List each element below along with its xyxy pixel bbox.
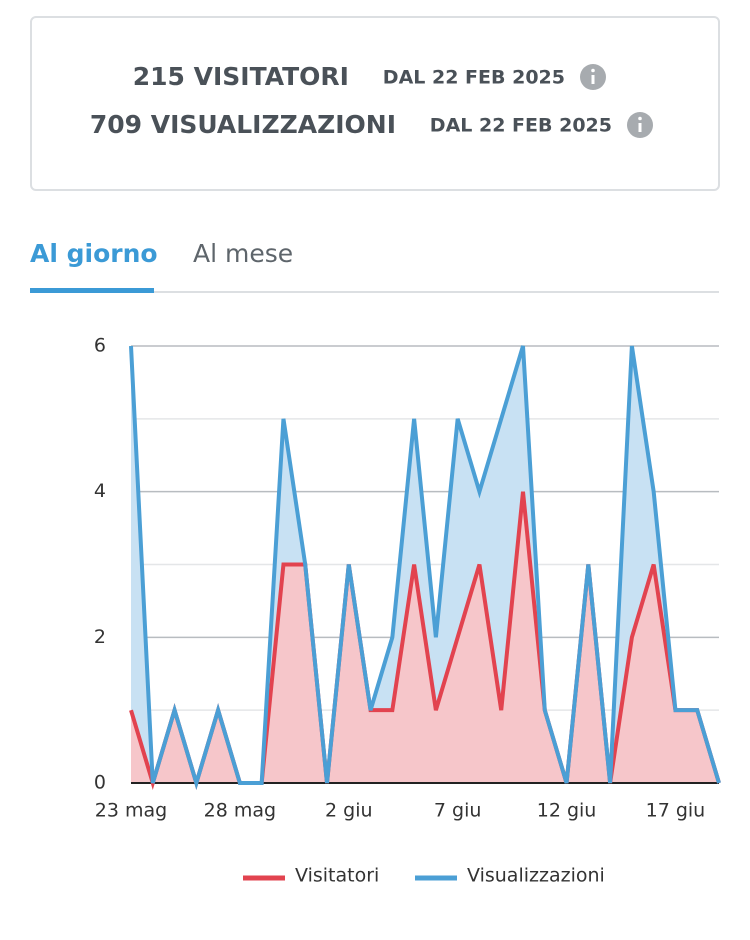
stat-since: DAL 22 FEB 2025: [430, 115, 612, 137]
stat-count: 215 VISITATORI: [133, 62, 349, 91]
stat-since: DAL 22 FEB 2025: [383, 67, 565, 89]
area-fill: [131, 491, 719, 783]
stat-count: 709 VISUALIZZAZIONI: [90, 110, 396, 139]
y-tick-label: 0: [94, 772, 106, 794]
x-tick-label: 2 giu: [325, 800, 373, 822]
x-tick-label: 23 mag: [95, 800, 167, 822]
legend-label: Visualizzazioni: [467, 865, 605, 887]
info-icon[interactable]: [580, 64, 606, 90]
series-line: [129, 345, 721, 790]
x-tick-label: 17 giu: [646, 800, 706, 822]
stats-box: [30, 16, 720, 191]
chart: 0 2 4 6 23 mag 28 mag 2 giu 7 giu 12 giu 17 giu Vi…: [94, 335, 721, 887]
y-tick-label: 6: [94, 335, 106, 357]
tab-indicator: [30, 288, 154, 293]
x-tick-label: 12 giu: [537, 800, 597, 822]
x-tick-label: 28 mag: [204, 800, 276, 822]
tab-active[interactable]: Al giorno: [30, 239, 158, 268]
info-icon[interactable]: [627, 112, 653, 138]
x-tick-label: 7 giu: [434, 800, 482, 822]
y-tick-label: 2: [94, 626, 106, 648]
tab[interactable]: Al mese: [193, 239, 293, 268]
y-tick-label: 4: [94, 480, 106, 502]
legend-label: Visitatori: [295, 865, 379, 887]
